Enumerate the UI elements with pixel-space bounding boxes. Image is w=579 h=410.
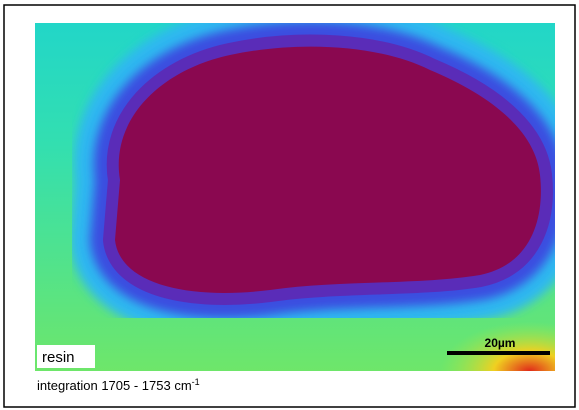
caption-superscript: -1 (192, 377, 200, 387)
caption: integration 1705 - 1753 cm-1 (37, 377, 200, 393)
region-label: resin (42, 349, 75, 366)
page: resin 20µm integration 1705 - 1753 cm-1 … (0, 0, 579, 410)
scale-bar-label: 20µm (485, 336, 516, 350)
caption-text: integration 1705 - 1753 cm (37, 378, 192, 393)
figure: resin 20µm integration 1705 - 1753 cm-1 (0, 0, 579, 410)
spectral-map (35, 23, 555, 371)
